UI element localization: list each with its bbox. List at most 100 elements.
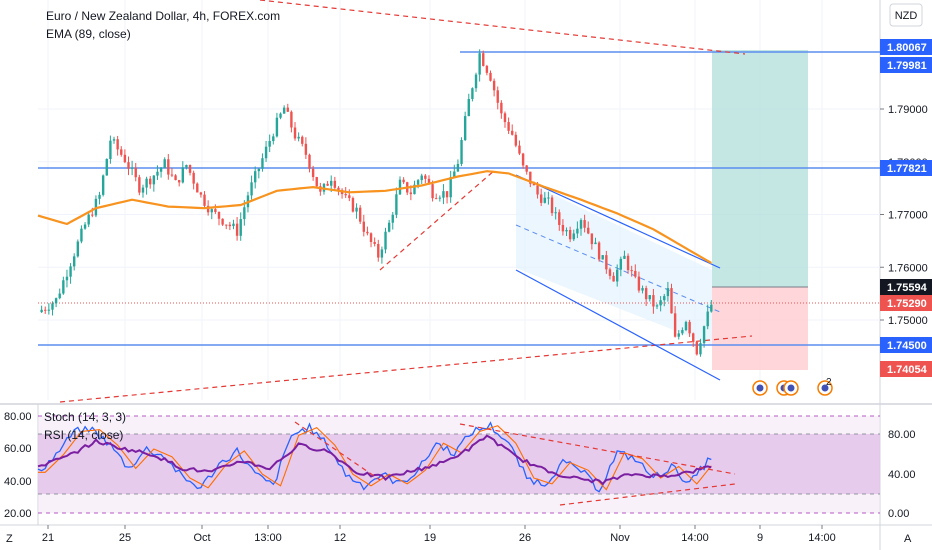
candle-body[interactable] [123,154,127,163]
candle-body[interactable] [482,53,485,66]
candle-body[interactable] [185,164,188,168]
candle-body[interactable] [594,242,597,245]
candle-body[interactable] [518,145,521,154]
candle-body[interactable] [474,74,478,89]
rising-trendline[interactable] [59,335,753,403]
candle-body[interactable] [304,143,308,155]
candle-body[interactable] [192,172,195,184]
candle-body[interactable] [492,80,496,91]
candle-body[interactable] [156,171,159,176]
candle-body[interactable] [351,198,355,212]
candle-body[interactable] [134,167,137,178]
candle-body[interactable] [297,136,300,139]
candle-body[interactable] [471,88,474,99]
channel-lower-line[interactable] [515,269,721,381]
candle-body[interactable] [467,98,470,117]
candle-body[interactable] [210,209,213,213]
candle-body[interactable] [62,280,65,294]
candle-body[interactable] [261,158,264,169]
candle-body[interactable] [677,333,680,337]
candle-body[interactable] [337,187,340,190]
candle-body[interactable] [250,182,253,196]
candle-body[interactable] [301,136,304,144]
event-markers[interactable]: 2 [752,377,833,396]
candle-body[interactable] [214,209,217,212]
candle-body[interactable] [358,207,362,222]
candle-body[interactable] [206,205,210,213]
candle-body[interactable] [333,180,337,188]
candle-body[interactable] [442,191,445,198]
candle-body[interactable] [47,309,51,311]
stoch-d-line[interactable] [38,425,712,491]
candle-body[interactable] [290,111,293,128]
candles-series[interactable] [40,49,713,357]
candle-body[interactable] [293,127,297,139]
candle-body[interactable] [496,90,499,103]
candle-body[interactable] [127,162,130,169]
candle-body[interactable] [112,139,116,141]
candle-body[interactable] [435,198,438,200]
candle-body[interactable] [485,65,489,73]
candle-body[interactable] [402,179,405,183]
candle-body[interactable] [521,153,525,166]
candle-body[interactable] [225,224,228,226]
candle-body[interactable] [634,270,637,277]
candle-body[interactable] [699,343,702,355]
candle-body[interactable] [616,269,619,282]
candle-body[interactable] [58,293,61,299]
candle-body[interactable] [547,197,550,199]
candle-body[interactable] [83,224,87,229]
candle-body[interactable] [511,130,514,135]
candle-body[interactable] [116,139,119,150]
candle-body[interactable] [695,341,699,355]
candle-body[interactable] [489,72,492,81]
candle-body[interactable] [666,288,670,297]
candle-body[interactable] [355,207,358,212]
candle-body[interactable] [387,222,391,232]
candle-body[interactable] [44,309,47,311]
z-corner-button[interactable]: Z [6,533,13,545]
candle-body[interactable] [380,249,384,258]
candle-body[interactable] [673,313,677,337]
channel-upper-line[interactable] [515,174,721,269]
descending-trendline[interactable] [259,0,746,55]
candle-body[interactable] [243,207,246,220]
candle-body[interactable] [395,194,398,215]
rsi-trendline-c[interactable] [559,483,736,506]
candle-body[interactable] [554,212,557,214]
candle-body[interactable] [159,167,163,172]
candle-body[interactable] [174,175,177,181]
candle-body[interactable] [54,298,58,304]
candle-body[interactable] [170,174,174,176]
time-axis[interactable]: 21 25 Oct 13:00 12 19 26 Nov 14:00 9 14:00 [42,525,836,544]
candle-body[interactable] [608,269,612,276]
candle-body[interactable] [167,159,170,175]
candle-body[interactable] [478,53,481,75]
candle-body[interactable] [344,194,347,196]
candle-body[interactable] [688,321,691,334]
candle-body[interactable] [373,241,376,244]
candle-body[interactable] [561,224,565,232]
candle-body[interactable] [453,171,456,178]
candle-body[interactable] [456,163,460,172]
candle-body[interactable] [398,179,402,195]
candle-body[interactable] [605,255,608,270]
candle-body[interactable] [590,233,594,245]
candle-body[interactable] [130,167,134,169]
currency-badge[interactable] [889,3,923,27]
candle-body[interactable] [254,171,257,183]
candle-body[interactable] [366,231,369,234]
auto-scale-button[interactable]: A [904,533,912,545]
candle-body[interactable] [587,227,590,234]
candle-body[interactable] [655,305,659,307]
candle-body[interactable] [438,197,442,199]
candle-body[interactable] [228,224,232,227]
candle-body[interactable] [217,211,221,219]
candle-body[interactable] [98,194,101,199]
candle-body[interactable] [619,258,623,270]
candle-body[interactable] [221,218,224,225]
candle-body[interactable] [623,255,626,259]
candle-body[interactable] [239,219,242,236]
candle-body[interactable] [710,304,713,312]
candle-body[interactable] [644,288,648,300]
